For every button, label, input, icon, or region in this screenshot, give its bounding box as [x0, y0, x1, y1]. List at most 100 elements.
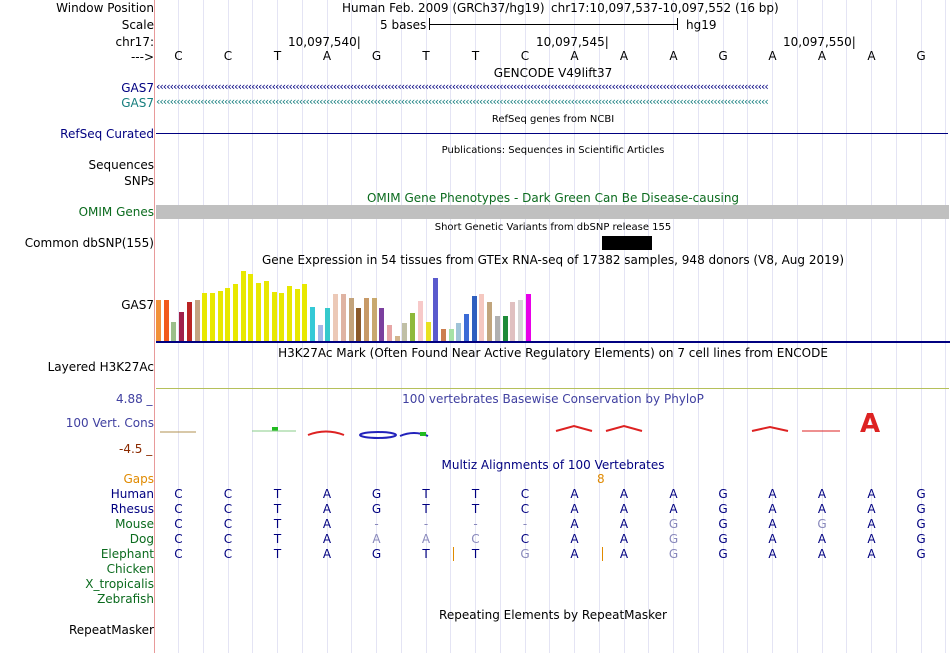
gtex-bar[interactable]	[410, 313, 415, 341]
gtex-bar[interactable]	[402, 323, 407, 341]
multiz-alignment[interactable]: Human C C T A G T T C A A A G A A A G Rhesus C C T A G T T C A A A G A…	[0, 487, 950, 612]
gtex-bar[interactable]	[164, 300, 169, 341]
gtex-bar[interactable]	[379, 308, 384, 341]
gaps-label[interactable]: Gaps	[123, 472, 154, 486]
aligned-base: A	[619, 547, 629, 561]
gtex-bar[interactable]	[225, 288, 230, 341]
gtex-gene-label[interactable]: GAS7	[121, 298, 154, 312]
gtex-bar[interactable]	[171, 322, 176, 341]
dbsnp-variant[interactable]	[602, 236, 652, 250]
dbsnp-title[interactable]: Short Genetic Variants from dbSNP releas…	[434, 222, 672, 233]
gtex-bar[interactable]	[341, 294, 346, 341]
repeatmasker-title[interactable]: Repeating Elements by RepeatMasker	[439, 608, 667, 622]
reference-base: A	[619, 49, 629, 63]
aligned-base: A	[570, 547, 579, 561]
gtex-bar[interactable]	[195, 300, 200, 341]
h3k27ac-title[interactable]: H3K27Ac Mark (Often Found Near Active Re…	[278, 346, 828, 360]
gtex-bar[interactable]	[187, 302, 192, 341]
refseq-title[interactable]: RefSeq genes from NCBI	[491, 114, 615, 125]
publications-title[interactable]: Publications: Sequences in Scientific Ar…	[441, 145, 665, 156]
snps-label[interactable]: SNPs	[124, 174, 154, 188]
phylop-title[interactable]: 100 vertebrates Basewise Conservation by…	[402, 392, 704, 406]
species-label[interactable]: Elephant	[100, 547, 154, 561]
dbsnp-label[interactable]: Common dbSNP(155)	[24, 236, 154, 250]
gtex-bar[interactable]	[464, 314, 469, 341]
refseq-label[interactable]: RefSeq Curated	[60, 127, 154, 141]
omim-title[interactable]: OMIM Gene Phenotypes - Dark Green Can Be…	[366, 191, 740, 205]
omim-label[interactable]: OMIM Genes	[78, 205, 154, 219]
gtex-bar[interactable]	[325, 308, 330, 341]
aligned-base: C	[174, 532, 183, 546]
gtex-bar[interactable]	[210, 293, 215, 341]
phylop-label[interactable]: 100 Vert. Cons	[65, 416, 154, 430]
gencode-gene-track-2[interactable]: ‹‹‹‹‹‹‹‹‹‹‹‹‹‹‹‹‹‹‹‹‹‹‹‹‹‹‹‹‹‹‹‹‹‹‹‹‹‹‹‹…	[156, 95, 769, 108]
aligned-base: A	[867, 547, 876, 561]
gtex-expression-chart[interactable]	[156, 268, 950, 341]
aligned-base: A	[768, 502, 777, 516]
gtex-bar[interactable]	[248, 274, 253, 341]
gtex-bar[interactable]	[433, 278, 438, 341]
gtex-bar[interactable]	[349, 298, 354, 341]
gtex-bar[interactable]	[156, 300, 161, 341]
phylop-logo[interactable]: A	[156, 408, 950, 440]
refseq-gene-line[interactable]	[156, 133, 948, 134]
species-label[interactable]: Dog	[129, 532, 154, 546]
gtex-bar[interactable]	[395, 336, 400, 341]
aligned-base: T	[422, 487, 430, 501]
gtex-baseline	[156, 341, 950, 343]
gtex-title[interactable]: Gene Expression in 54 tissues from GTEx …	[261, 253, 845, 267]
gtex-bar[interactable]	[449, 329, 454, 341]
species-label[interactable]: X_tropicalis	[85, 577, 154, 591]
gtex-bar[interactable]	[479, 294, 484, 341]
species-label[interactable]: Chicken	[106, 562, 154, 576]
gtex-bar[interactable]	[287, 286, 292, 341]
gtex-bar[interactable]	[472, 296, 477, 341]
gtex-bar[interactable]	[256, 283, 261, 341]
gtex-bar[interactable]	[418, 301, 423, 341]
gtex-bar[interactable]	[495, 316, 500, 341]
sequences-label[interactable]: Sequences	[88, 158, 154, 172]
gtex-bar[interactable]	[279, 293, 284, 341]
repeatmasker-label[interactable]: RepeatMasker	[68, 623, 154, 637]
gtex-bar[interactable]	[510, 302, 515, 341]
gtex-bar[interactable]	[302, 284, 307, 341]
omim-gene-bar[interactable]	[156, 205, 949, 219]
aligned-base: -	[423, 517, 429, 531]
gtex-bar[interactable]	[364, 298, 369, 341]
gtex-bar[interactable]	[518, 300, 523, 341]
grid-line	[400, 0, 402, 653]
gencode-gene-label-2[interactable]: GAS7	[121, 96, 154, 110]
gtex-bar[interactable]	[387, 325, 392, 341]
gtex-bar[interactable]	[503, 316, 508, 341]
species-label[interactable]: Human	[110, 487, 154, 501]
gtex-bar[interactable]	[441, 329, 446, 341]
gtex-bar[interactable]	[233, 284, 238, 341]
gtex-bar[interactable]	[264, 281, 269, 341]
gtex-bar[interactable]	[318, 325, 323, 341]
gtex-bar[interactable]	[295, 289, 300, 341]
species-label[interactable]: Mouse	[115, 517, 154, 531]
gencode-gene-label-1[interactable]: GAS7	[121, 81, 154, 95]
gtex-bar[interactable]	[426, 322, 431, 341]
gtex-bar[interactable]	[356, 308, 361, 341]
gtex-bar[interactable]	[333, 294, 338, 341]
species-label[interactable]: Zebrafish	[97, 592, 154, 606]
gtex-bar[interactable]	[179, 312, 184, 341]
gtex-bar[interactable]	[487, 302, 492, 341]
gtex-bar[interactable]	[526, 294, 531, 341]
aligned-base: A	[817, 547, 827, 561]
gtex-bar[interactable]	[456, 323, 461, 341]
gtex-bar[interactable]	[272, 292, 277, 341]
position-text[interactable]: chr17:10,097,537-10,097,552 (16 bp)	[551, 1, 779, 15]
gtex-bar[interactable]	[310, 307, 315, 341]
gtex-bar[interactable]	[372, 298, 377, 341]
arrow-label: --->	[130, 50, 154, 64]
gencode-title[interactable]: GENCODE V49lift37	[493, 66, 613, 80]
gtex-bar[interactable]	[202, 293, 207, 341]
multiz-title[interactable]: Multiz Alignments of 100 Vertebrates	[441, 458, 665, 472]
gtex-bar[interactable]	[218, 291, 223, 341]
species-label[interactable]: Rhesus	[110, 502, 154, 516]
gtex-bar[interactable]	[241, 271, 246, 341]
h3k27ac-label[interactable]: Layered H3K27Ac	[47, 360, 154, 374]
gencode-gene-track-1[interactable]: ‹‹‹‹‹‹‹‹‹‹‹‹‹‹‹‹‹‹‹‹‹‹‹‹‹‹‹‹‹‹‹‹‹‹‹‹‹‹‹‹…	[156, 80, 769, 93]
